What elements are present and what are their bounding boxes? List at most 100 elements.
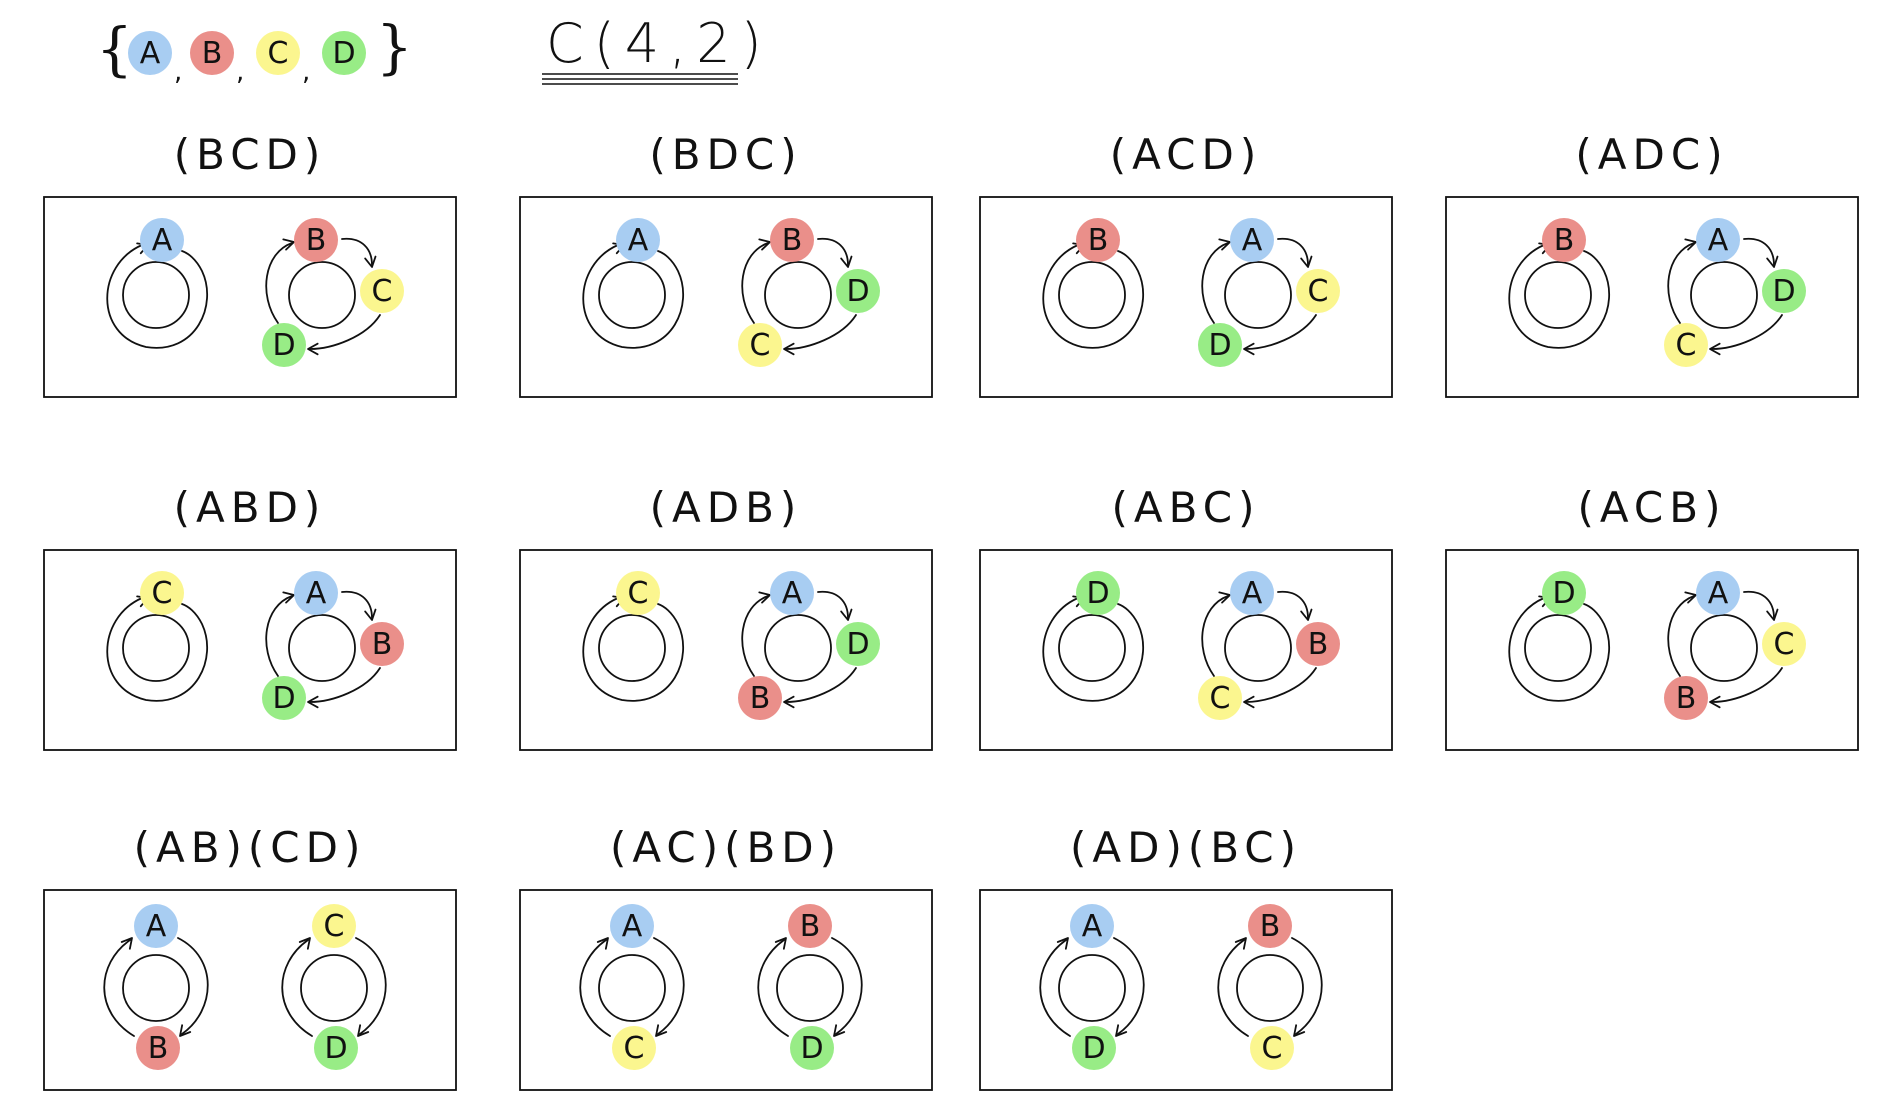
cycle-arrowhead-1: [1766, 255, 1779, 268]
cycle-node-a-letter: A: [306, 576, 327, 611]
cycle-ring: [1224, 261, 1292, 329]
panel-label: (BDC): [649, 130, 802, 179]
cycle-node-c-letter: C: [1308, 274, 1329, 309]
transposition-arc-left: [1217, 939, 1249, 1037]
transposition-arc-left: [579, 939, 611, 1037]
panel-label: (ADC): [1575, 130, 1728, 179]
cycle-node-c-disc: [1664, 323, 1708, 367]
transposition-node-d-disc: [1072, 1026, 1116, 1070]
transposition-node-c: C: [1250, 1026, 1294, 1070]
transposition-node-b-disc: [788, 904, 832, 948]
cycle-node-b-disc: [738, 676, 782, 720]
fixed-point-node-letter: C: [628, 576, 649, 611]
set-close-brace: }: [376, 13, 413, 81]
cycle-arc-2: [309, 667, 381, 703]
transposition-node-c-letter: C: [1262, 1031, 1283, 1066]
panel-adb: (ADB) C A D B: [519, 483, 933, 751]
cycle-node-b-letter: B: [750, 681, 771, 716]
cycle-arrowhead-2: [1243, 342, 1255, 356]
transposition-arrowhead-left: [774, 937, 787, 950]
fixed-point-node-disc: [1076, 571, 1120, 615]
transposition-arrowhead-right: [179, 1024, 192, 1037]
cycle-node-b-letter: B: [306, 223, 327, 258]
set-element-a: A: [128, 31, 172, 75]
fixed-point-node-letter: C: [152, 576, 173, 611]
cycle-node-c-letter: C: [1676, 328, 1697, 363]
transposition-ring: [776, 954, 844, 1022]
cycle-arrowhead-1: [840, 255, 853, 268]
transposition-node-a-letter: A: [146, 909, 167, 944]
cycle-node-c: C: [360, 269, 404, 313]
cycle-node-d-letter: D: [846, 627, 869, 662]
transposition-node-a: A: [1070, 904, 1114, 948]
cycle-ring: [288, 261, 356, 329]
fixed-point-node-disc: [616, 571, 660, 615]
transposition-node-a-letter: A: [1082, 909, 1103, 944]
cycle-arrowhead-3: [282, 238, 295, 251]
cycle-node-d-disc: [836, 269, 880, 313]
fixed-point-node-disc: [140, 218, 184, 262]
transposition-arrowhead-right: [655, 1024, 668, 1037]
fixed-point-node-letter: A: [628, 223, 649, 258]
cycle-arc-1: [817, 237, 849, 266]
cycle-arrowhead-1: [364, 608, 377, 621]
transposition-ab: AB: [103, 904, 209, 1070]
transposition-node-a-letter: A: [622, 909, 643, 944]
cycle-node-b-disc: [294, 218, 338, 262]
fixed-point-loop: [106, 244, 208, 349]
transposition-arrowhead-right: [833, 1024, 846, 1037]
set-element-b: B: [190, 31, 234, 75]
transposition-arc-right: [1113, 937, 1145, 1035]
cycle-node-a: A: [1230, 571, 1274, 615]
cycle-node-a-letter: A: [1708, 223, 1729, 258]
cycle-node-a-disc: [1230, 218, 1274, 262]
set-element-a-letter: A: [140, 36, 161, 71]
panel-label: (ABD): [174, 483, 327, 532]
transposition-arc-left: [281, 939, 313, 1037]
cycle-arc-2: [785, 667, 857, 703]
cycle-node-c-disc: [1296, 269, 1340, 313]
fixed-point-node-letter: A: [152, 223, 173, 258]
cycle-node-d: D: [836, 622, 880, 666]
transposition-node-d: D: [1072, 1026, 1116, 1070]
transposition-node-a-disc: [1070, 904, 1114, 948]
cycle-node-b-letter: B: [782, 223, 803, 258]
transposition-arc-left: [1039, 939, 1071, 1037]
cycle-arrowhead-2: [307, 342, 319, 356]
cycle-node-d: D: [1762, 269, 1806, 313]
cycle-arrowhead-3: [1684, 591, 1697, 604]
cycle-node-c: C: [1664, 323, 1708, 367]
panel-frame: [519, 549, 933, 751]
cycle-arc-1: [341, 237, 373, 266]
cycle-node-a: A: [770, 571, 814, 615]
transposition-cd: CD: [281, 904, 387, 1070]
transposition-ring: [1236, 954, 1304, 1022]
transposition-arrowhead-left: [298, 937, 311, 950]
fixed-point-ring: [1058, 261, 1126, 329]
cycle-node-b: B: [294, 218, 338, 262]
panel-label: (ACD): [1110, 130, 1262, 179]
transposition-bd: BD: [757, 904, 863, 1070]
cycle-arrowhead-3: [1218, 591, 1231, 604]
transposition-arrowhead-left: [120, 937, 133, 950]
transposition-node-b-disc: [1248, 904, 1292, 948]
transposition-arc-right: [831, 937, 863, 1035]
fixed-point-loop: [582, 244, 684, 349]
transposition-node-d-disc: [790, 1026, 834, 1070]
cycle-arrowhead-2: [1709, 695, 1721, 709]
set-element-d-letter: D: [332, 36, 355, 71]
panel-bcd: (BCD) A B C D: [43, 130, 457, 398]
transposition-arc-right: [355, 937, 387, 1035]
panel-frame: [1445, 196, 1859, 398]
fixed-point-node-letter: B: [1554, 223, 1575, 258]
transposition-arc-right: [653, 937, 685, 1035]
fixed-point-loop: [106, 597, 208, 702]
cycle-node-a-letter: A: [1708, 576, 1729, 611]
transposition-ring: [1058, 954, 1126, 1022]
cycle-arc-1: [341, 590, 373, 619]
set-comma: ,: [302, 57, 310, 87]
transposition-node-d: D: [314, 1026, 358, 1070]
transposition-node-c-disc: [612, 1026, 656, 1070]
